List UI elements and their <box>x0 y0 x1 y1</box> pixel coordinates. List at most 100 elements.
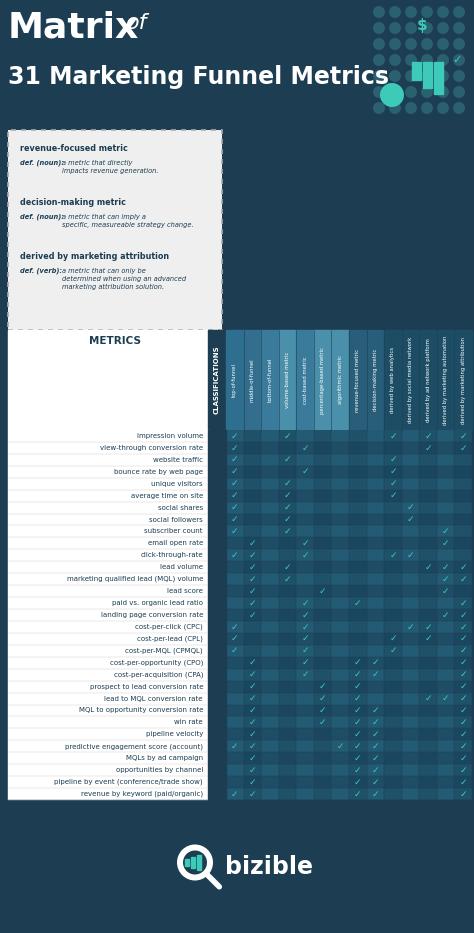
Text: ✓: ✓ <box>459 706 467 715</box>
Bar <box>331 585 349 597</box>
Bar <box>455 740 472 752</box>
Text: unique visitors: unique visitors <box>151 480 203 487</box>
Bar <box>296 430 314 442</box>
Circle shape <box>405 6 417 18</box>
Bar <box>401 490 419 502</box>
Bar <box>261 764 279 776</box>
Bar <box>349 453 366 466</box>
Bar <box>244 466 261 478</box>
Bar <box>331 502 349 513</box>
Bar <box>366 562 384 573</box>
Bar <box>349 633 366 645</box>
Bar <box>419 788 437 800</box>
Text: volume-based metric: volume-based metric <box>285 352 290 409</box>
Text: MQLs by ad campaign: MQLs by ad campaign <box>126 755 203 761</box>
Bar <box>455 633 472 645</box>
Bar <box>419 478 437 490</box>
Bar <box>296 609 314 621</box>
Bar <box>455 621 472 633</box>
Bar <box>296 657 314 669</box>
Bar <box>261 740 279 752</box>
Text: ✓: ✓ <box>248 730 256 739</box>
Bar <box>349 776 366 788</box>
Bar <box>419 764 437 776</box>
Bar <box>296 692 314 704</box>
Bar <box>261 776 279 788</box>
Bar <box>331 729 349 740</box>
Circle shape <box>405 22 417 34</box>
Bar <box>261 585 279 597</box>
Bar <box>261 609 279 621</box>
Text: marketing qualified lead (MQL) volume: marketing qualified lead (MQL) volume <box>67 576 203 582</box>
Text: ✓: ✓ <box>442 527 449 536</box>
Text: ✓: ✓ <box>301 622 309 632</box>
Text: ✓: ✓ <box>424 431 432 440</box>
Bar <box>261 550 279 562</box>
Text: derived by ad network platform: derived by ad network platform <box>426 338 430 422</box>
Circle shape <box>437 102 449 114</box>
Text: ✓: ✓ <box>248 610 256 620</box>
Text: $: $ <box>417 18 428 33</box>
Text: ✓: ✓ <box>442 610 449 620</box>
Text: cost-per-MQL (CPMQL): cost-per-MQL (CPMQL) <box>126 648 203 654</box>
Text: ✓: ✓ <box>231 742 238 751</box>
Bar <box>296 525 314 537</box>
Bar <box>279 573 296 585</box>
Bar <box>279 621 296 633</box>
Text: ✓: ✓ <box>354 706 362 715</box>
Bar <box>279 562 296 573</box>
Text: METRICS: METRICS <box>89 336 141 346</box>
Bar <box>401 669 419 681</box>
Text: ✓: ✓ <box>459 443 467 453</box>
Bar <box>419 657 437 669</box>
Bar <box>314 633 331 645</box>
Bar <box>261 669 279 681</box>
Bar <box>261 729 279 740</box>
Circle shape <box>453 70 465 82</box>
Text: ✓: ✓ <box>248 717 256 727</box>
Bar <box>331 752 349 764</box>
Bar <box>261 490 279 502</box>
Bar <box>455 788 472 800</box>
Text: opportunities by channel: opportunities by channel <box>116 767 203 773</box>
Text: email open rate: email open rate <box>148 540 203 547</box>
Text: ✓: ✓ <box>301 647 309 655</box>
Circle shape <box>389 70 401 82</box>
Bar <box>279 657 296 669</box>
Text: ✓: ✓ <box>372 789 379 799</box>
Bar <box>244 764 261 776</box>
Bar <box>331 442 349 453</box>
Bar <box>314 513 331 525</box>
Bar <box>455 776 472 788</box>
Text: pipeline velocity: pipeline velocity <box>146 731 203 737</box>
Text: ✓: ✓ <box>248 659 256 667</box>
Text: ✓: ✓ <box>248 550 256 560</box>
Bar <box>244 585 261 597</box>
Bar <box>384 776 401 788</box>
Bar <box>279 466 296 478</box>
Text: ✓: ✓ <box>354 659 362 667</box>
Bar <box>455 330 472 430</box>
Bar <box>244 692 261 704</box>
Bar <box>279 788 296 800</box>
Bar <box>437 453 455 466</box>
Bar <box>226 681 244 692</box>
Bar <box>349 621 366 633</box>
Text: average time on site: average time on site <box>131 493 203 498</box>
Bar <box>349 513 366 525</box>
Bar <box>244 453 261 466</box>
Bar <box>437 466 455 478</box>
Text: ✓: ✓ <box>354 754 362 762</box>
Bar <box>0 800 474 933</box>
Text: ✓: ✓ <box>459 610 467 620</box>
Bar <box>261 502 279 513</box>
Bar <box>455 537 472 550</box>
Bar <box>244 633 261 645</box>
Bar <box>437 502 455 513</box>
Text: ✓: ✓ <box>459 682 467 691</box>
Bar <box>296 788 314 800</box>
Bar <box>226 740 244 752</box>
Text: a metric that can only be
determined when using an advanced
marketing attributio: a metric that can only be determined whe… <box>62 268 186 290</box>
Bar <box>226 597 244 609</box>
Bar <box>455 692 472 704</box>
